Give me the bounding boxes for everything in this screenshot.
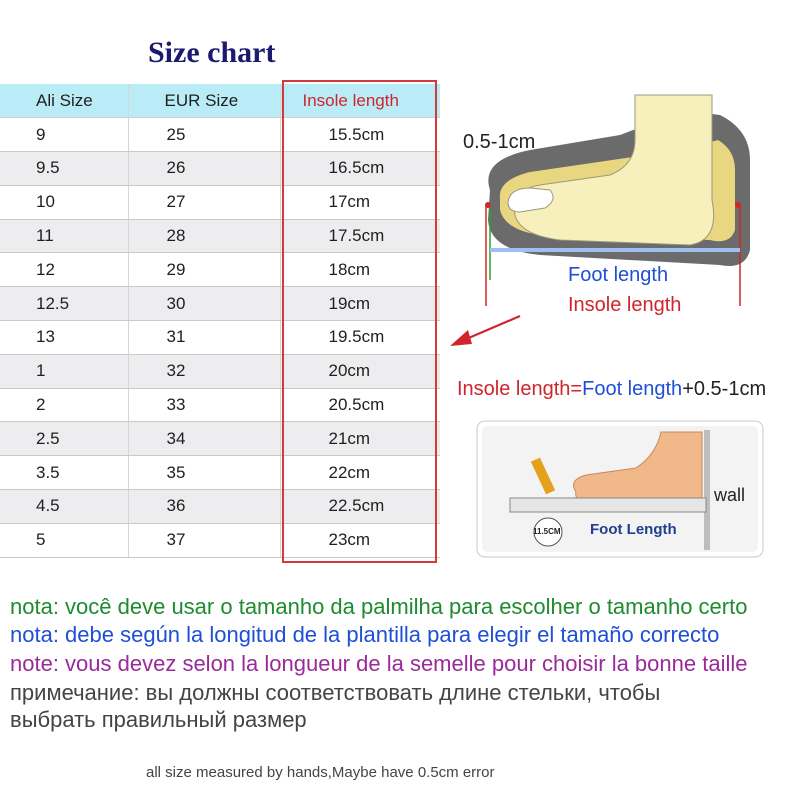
shoe-diagram <box>485 94 750 306</box>
table-row: 10 27 17cm <box>0 185 440 220</box>
formula-equals: = <box>570 378 583 400</box>
insole-length-cell: 19cm <box>280 286 440 322</box>
size-table: Ali Size EUR Size Insole length 9 25 15.5c… <box>0 84 440 558</box>
insole-length-cell: 20.5cm <box>280 388 440 423</box>
eur-size-cell: 27 <box>128 185 281 220</box>
table-row: 5 37 23cm <box>0 523 440 558</box>
eur-size-cell: 33 <box>128 388 281 423</box>
wall-label: wall <box>714 485 746 505</box>
ali-size-cell: 3.5 <box>0 455 129 491</box>
note-french: note: vous devez selon la longueur de la… <box>10 651 748 676</box>
eur-size-cell: 36 <box>128 489 281 524</box>
table-row: 9.5 26 16.5cm <box>0 151 440 186</box>
ali-size-cell: 2 <box>0 388 129 423</box>
insole-length-cell: 21cm <box>280 421 440 457</box>
table-row: 2.5 34 21cm <box>0 421 440 457</box>
formula-plus: + <box>682 378 694 400</box>
toe-shape <box>507 187 554 213</box>
eur-size-cell: 26 <box>128 151 281 186</box>
insole-length-cell: 16.5cm <box>280 151 440 186</box>
foot-shape <box>513 94 715 246</box>
eur-size-cell: 37 <box>128 523 281 558</box>
eur-size-cell: 34 <box>128 421 281 457</box>
eur-size-cell: 28 <box>128 219 281 254</box>
ali-size-cell: 12 <box>0 252 129 288</box>
insole-length-cell: 20cm <box>280 354 440 389</box>
insole-length-label: Insole length <box>568 294 682 316</box>
header-ali-size: Ali Size <box>0 84 129 119</box>
pencil-shape <box>530 457 556 495</box>
note-russian-line1: примечание: вы должны соответствовать дл… <box>10 680 661 705</box>
eur-size-cell: 35 <box>128 455 281 491</box>
insole-column-highlight <box>282 80 437 563</box>
table-header-row: Ali Size EUR Size Insole length <box>0 84 440 119</box>
table-row: 12.5 30 19cm <box>0 286 440 322</box>
header-eur-size: EUR Size <box>128 84 281 119</box>
note-portuguese: nota: você deve usar o tamanho da palmil… <box>10 594 748 619</box>
insole-length-cell: 17.5cm <box>280 219 440 254</box>
header-insole-length: Insole length <box>280 84 440 119</box>
note-russian-line2: выбрать правильный размер <box>10 707 307 732</box>
eur-size-cell: 25 <box>128 117 281 153</box>
ali-size-cell: 11 <box>0 219 129 254</box>
measure-illustration <box>476 420 764 558</box>
insole-length-cell: 22.5cm <box>280 489 440 524</box>
formula-insole: Insole length <box>457 378 571 400</box>
eur-size-cell: 30 <box>128 286 281 322</box>
table-row: 4.5 36 22.5cm <box>0 489 440 524</box>
ali-size-cell: 2.5 <box>0 421 129 457</box>
measure-badge: 11.5CM <box>533 527 561 536</box>
table-row: 2 33 20.5cm <box>0 388 440 423</box>
eur-size-cell: 31 <box>128 320 281 355</box>
gap-label: 0.5-1cm <box>463 131 536 153</box>
pointer-arrow <box>450 314 521 346</box>
ali-size-cell: 5 <box>0 523 129 558</box>
insole-length-cell: 17cm <box>280 185 440 220</box>
insole-length-cell: 23cm <box>280 523 440 558</box>
ruler-label: Foot Length <box>590 521 677 538</box>
insole-length-cell: 15.5cm <box>280 117 440 153</box>
ruler-shape <box>509 497 707 513</box>
size-table-body: 9 25 15.5cm 9.5 26 16.5cm 10 27 17cm 11 28 17.5cm 12… <box>0 117 440 558</box>
ali-size-cell: 10 <box>0 185 129 220</box>
formula-gap: 0.5-1cm <box>693 378 767 400</box>
ali-size-cell: 9.5 <box>0 151 129 186</box>
formula-foot: Foot length <box>582 378 683 400</box>
ali-size-cell: 1 <box>0 354 129 389</box>
table-row: 11 28 17.5cm <box>0 219 440 254</box>
footer-disclaimer: all size measured by hands,Maybe have 0.… <box>146 764 495 781</box>
table-row: 9 25 15.5cm <box>0 117 440 153</box>
table-row: 3.5 35 22cm <box>0 455 440 491</box>
insole-length-cell: 18cm <box>280 252 440 288</box>
heel-marker <box>735 202 741 208</box>
table-row: 12 29 18cm <box>0 252 440 288</box>
foot-length-label: Foot length <box>568 264 669 286</box>
page-title: Size chart <box>148 36 276 69</box>
wall-shape <box>704 430 710 550</box>
toe-marker <box>485 202 491 208</box>
ali-size-cell: 4.5 <box>0 489 129 524</box>
table-row: 1 32 20cm <box>0 354 440 389</box>
note-spanish: nota: debe según la longitud de la plant… <box>10 622 720 647</box>
measure-badge-shape <box>533 517 563 547</box>
ali-size-cell: 9 <box>0 117 129 153</box>
eur-size-cell: 29 <box>128 252 281 288</box>
table-row: 13 31 19.5cm <box>0 320 440 355</box>
insole-length-cell: 19.5cm <box>280 320 440 355</box>
eur-size-cell: 32 <box>128 354 281 389</box>
ali-size-cell: 13 <box>0 320 129 355</box>
formula: Insole length=Foot length+0.5-1cm <box>457 378 766 401</box>
ali-size-cell: 12.5 <box>0 286 129 322</box>
insole-length-cell: 22cm <box>280 455 440 491</box>
